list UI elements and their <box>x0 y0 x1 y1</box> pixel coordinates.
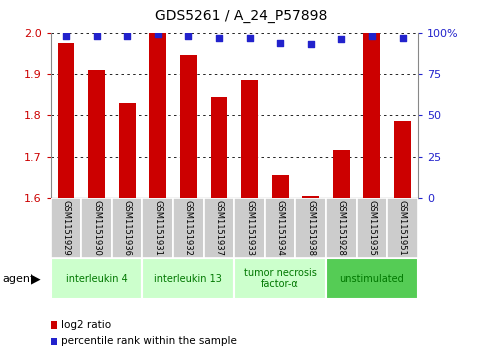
Point <box>154 32 162 37</box>
Text: interleukin 13: interleukin 13 <box>155 274 222 284</box>
Text: tumor necrosis
factor-α: tumor necrosis factor-α <box>244 268 316 289</box>
Bar <box>112 198 142 258</box>
Point <box>185 33 192 39</box>
Text: agent: agent <box>2 274 35 284</box>
Text: GSM1151935: GSM1151935 <box>368 200 376 256</box>
Bar <box>394 122 411 198</box>
Bar <box>57 43 74 198</box>
Bar <box>234 258 326 299</box>
Text: GSM1151933: GSM1151933 <box>245 200 254 256</box>
Text: GSM1151928: GSM1151928 <box>337 200 346 256</box>
Bar <box>296 198 326 258</box>
Bar <box>302 196 319 198</box>
Text: GSM1151931: GSM1151931 <box>153 200 162 256</box>
Bar <box>204 198 234 258</box>
Text: GDS5261 / A_24_P57898: GDS5261 / A_24_P57898 <box>156 9 327 23</box>
Bar <box>142 198 173 258</box>
Bar <box>211 97 227 198</box>
Bar <box>51 198 81 258</box>
Text: GSM1151951: GSM1151951 <box>398 200 407 256</box>
Point <box>123 33 131 39</box>
Text: percentile rank within the sample: percentile rank within the sample <box>61 336 237 346</box>
Text: GSM1151934: GSM1151934 <box>276 200 284 256</box>
Text: GSM1151932: GSM1151932 <box>184 200 193 256</box>
Text: interleukin 4: interleukin 4 <box>66 274 128 284</box>
Bar <box>173 198 204 258</box>
Bar <box>234 198 265 258</box>
Bar <box>326 198 356 258</box>
Bar <box>356 198 387 258</box>
Text: GSM1151937: GSM1151937 <box>214 200 224 256</box>
Bar <box>272 175 288 198</box>
Bar <box>180 56 197 198</box>
Bar <box>326 258 418 299</box>
Point <box>93 33 100 39</box>
Point <box>276 40 284 45</box>
Bar <box>81 198 112 258</box>
Bar <box>142 258 234 299</box>
Text: ▶: ▶ <box>31 272 41 285</box>
Bar <box>333 150 350 198</box>
Text: GSM1151938: GSM1151938 <box>306 200 315 256</box>
Bar <box>241 80 258 198</box>
Bar <box>387 198 418 258</box>
Text: GSM1151929: GSM1151929 <box>61 200 71 256</box>
Text: GSM1151936: GSM1151936 <box>123 200 132 256</box>
Point <box>307 41 314 47</box>
Text: log2 ratio: log2 ratio <box>61 320 112 330</box>
Point <box>368 33 376 39</box>
Point <box>246 35 254 41</box>
Point <box>62 33 70 39</box>
Bar <box>149 33 166 198</box>
Bar <box>88 70 105 198</box>
Point <box>398 35 406 41</box>
Bar <box>265 198 296 258</box>
Bar <box>364 33 380 198</box>
Text: unstimulated: unstimulated <box>340 274 404 284</box>
Text: GSM1151930: GSM1151930 <box>92 200 101 256</box>
Point <box>215 35 223 41</box>
Bar <box>119 103 136 198</box>
Bar <box>51 258 142 299</box>
Point <box>338 36 345 42</box>
